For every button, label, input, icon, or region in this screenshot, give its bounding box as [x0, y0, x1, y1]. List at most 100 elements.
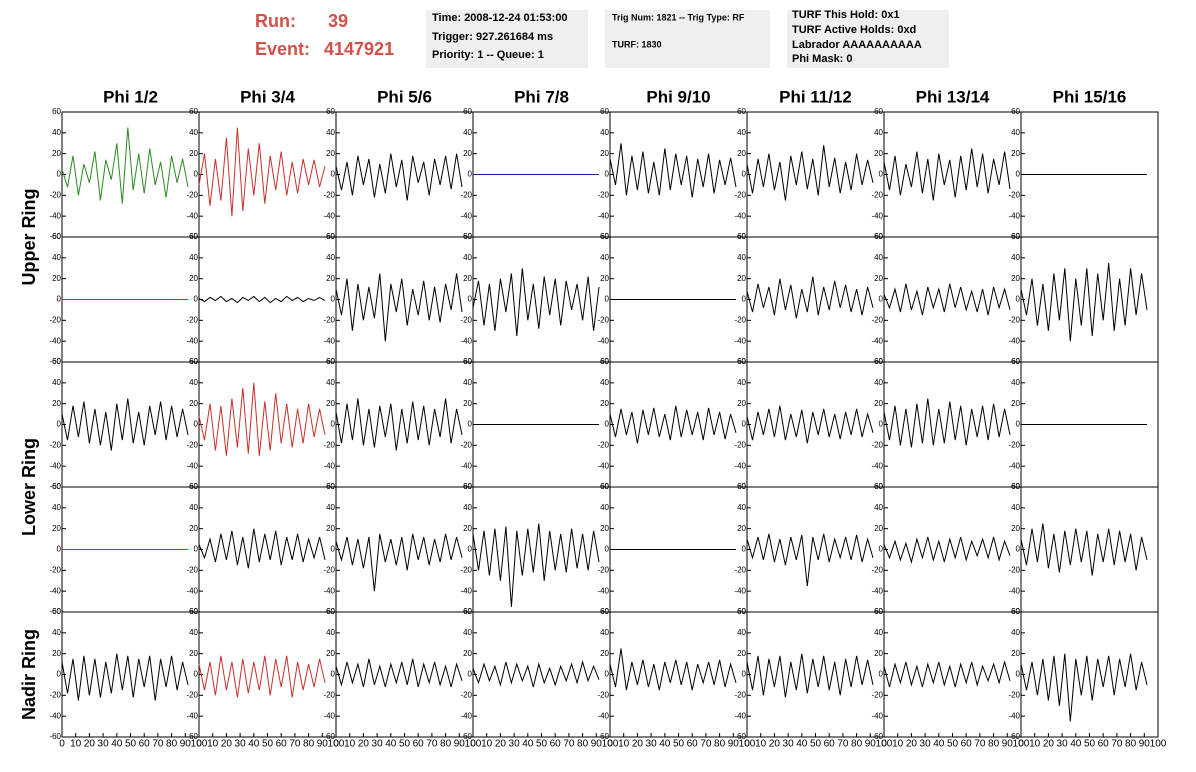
x-tick-label: 90: [1139, 739, 1151, 750]
y-tick-label: -20: [871, 315, 883, 324]
y-tick-label: 60: [189, 107, 198, 116]
y-tick-label: 20: [737, 274, 746, 283]
y-tick-label: 60: [189, 357, 198, 366]
waveform: [609, 143, 737, 198]
y-tick-label: 40: [326, 128, 335, 137]
x-tick-label: 70: [152, 739, 164, 750]
x-tick-label: 20: [632, 739, 644, 750]
y-tick-label: 60: [463, 107, 472, 116]
y-tick-label: 40: [463, 253, 472, 262]
x-tick-label: 50: [536, 739, 548, 750]
y-tick-label: 60: [600, 482, 609, 491]
x-tick-label: 70: [837, 739, 849, 750]
x-tick-label: 50: [1084, 739, 1096, 750]
x-tick-label: 60: [139, 739, 151, 750]
y-tick-label: 20: [189, 649, 198, 658]
waveform: [198, 528, 326, 569]
y-tick-label: -40: [734, 211, 746, 220]
event-label: Event:: [255, 39, 310, 59]
y-tick-label: -20: [1008, 440, 1020, 449]
y-tick-label: 0: [57, 295, 62, 304]
waveform: [61, 127, 189, 204]
y-tick-label: 0: [742, 170, 747, 179]
y-tick-label: 40: [1011, 628, 1020, 637]
y-tick-label: -20: [1008, 190, 1020, 199]
x-tick-label: 10: [344, 739, 356, 750]
y-tick-label: -40: [49, 211, 61, 220]
column-header: Phi 15/16: [1053, 87, 1127, 106]
x-tick-label: 40: [933, 739, 945, 750]
y-tick-label: 20: [463, 399, 472, 408]
y-tick-label: -40: [186, 586, 198, 595]
y-tick-label: 40: [737, 503, 746, 512]
y-tick-label: 0: [742, 545, 747, 554]
info-text: TURF Active Holds: 0xd: [792, 24, 916, 36]
waveform: [746, 533, 874, 587]
y-tick-label: 0: [742, 295, 747, 304]
y-tick-label: -20: [871, 565, 883, 574]
y-tick-label: 20: [189, 274, 198, 283]
y-tick-label: 60: [1011, 607, 1020, 616]
panel-frame: [609, 111, 748, 238]
panel-frame: [335, 111, 474, 238]
y-tick-label: 20: [326, 649, 335, 658]
y-tick-label: -40: [597, 336, 609, 345]
x-tick-label: 70: [1111, 739, 1123, 750]
waveform: [746, 405, 874, 444]
y-tick-label: 20: [737, 649, 746, 658]
y-tick-label: -40: [49, 586, 61, 595]
y-tick-label: -40: [871, 211, 883, 220]
y-tick-label: 20: [189, 149, 198, 158]
y-tick-label: 60: [326, 232, 335, 241]
y-tick-label: 60: [326, 482, 335, 491]
y-tick-label: 40: [52, 628, 61, 637]
x-tick-label: 80: [714, 739, 726, 750]
y-tick-label: -40: [734, 586, 746, 595]
y-tick-label: -60: [734, 732, 746, 741]
waveform: [883, 536, 1011, 564]
y-tick-label: 60: [326, 107, 335, 116]
y-tick-label: 40: [189, 503, 198, 512]
y-tick-label: 0: [1016, 670, 1021, 679]
y-tick-label: 0: [468, 420, 473, 429]
x-tick-label: 30: [1057, 739, 1069, 750]
info-box: [787, 10, 949, 68]
y-tick-label: -20: [597, 315, 609, 324]
x-tick-label: 40: [385, 739, 397, 750]
y-tick-label: 60: [52, 482, 61, 491]
y-tick-label: 0: [1016, 545, 1021, 554]
y-tick-label: 60: [874, 232, 883, 241]
x-tick-label: 100: [1150, 739, 1167, 750]
y-tick-label: 60: [52, 607, 61, 616]
waveform: [883, 660, 1011, 688]
info-text: Trigger: 927.261684 ms: [432, 31, 553, 43]
x-tick-label: 0: [196, 739, 202, 750]
y-tick-label: -60: [49, 357, 61, 366]
x-tick-label: 50: [262, 739, 274, 750]
x-tick-label: 0: [744, 739, 750, 750]
y-tick-label: 0: [605, 170, 610, 179]
y-tick-label: -60: [49, 607, 61, 616]
x-tick-label: 90: [1002, 739, 1014, 750]
y-tick-label: 60: [874, 357, 883, 366]
y-tick-label: 40: [737, 253, 746, 262]
y-tick-label: 60: [463, 482, 472, 491]
y-tick-label: 20: [874, 649, 883, 658]
y-tick-label: -40: [871, 586, 883, 595]
column-header: Phi 5/6: [377, 87, 432, 106]
y-tick-label: -40: [460, 586, 472, 595]
info-text: TURF: 1830: [612, 39, 662, 49]
y-tick-label: -40: [323, 586, 335, 595]
y-tick-label: 60: [463, 357, 472, 366]
y-tick-label: 0: [1016, 295, 1021, 304]
y-tick-label: 0: [879, 545, 884, 554]
y-tick-label: 20: [874, 524, 883, 533]
x-tick-label: 60: [687, 739, 699, 750]
y-tick-label: 40: [737, 628, 746, 637]
y-tick-label: -40: [460, 461, 472, 470]
info-text: TURF This Hold: 0x1: [792, 9, 900, 21]
y-tick-label: 60: [189, 607, 198, 616]
y-tick-label: 0: [194, 545, 199, 554]
y-tick-label: -40: [597, 211, 609, 220]
y-tick-label: -40: [1008, 211, 1020, 220]
